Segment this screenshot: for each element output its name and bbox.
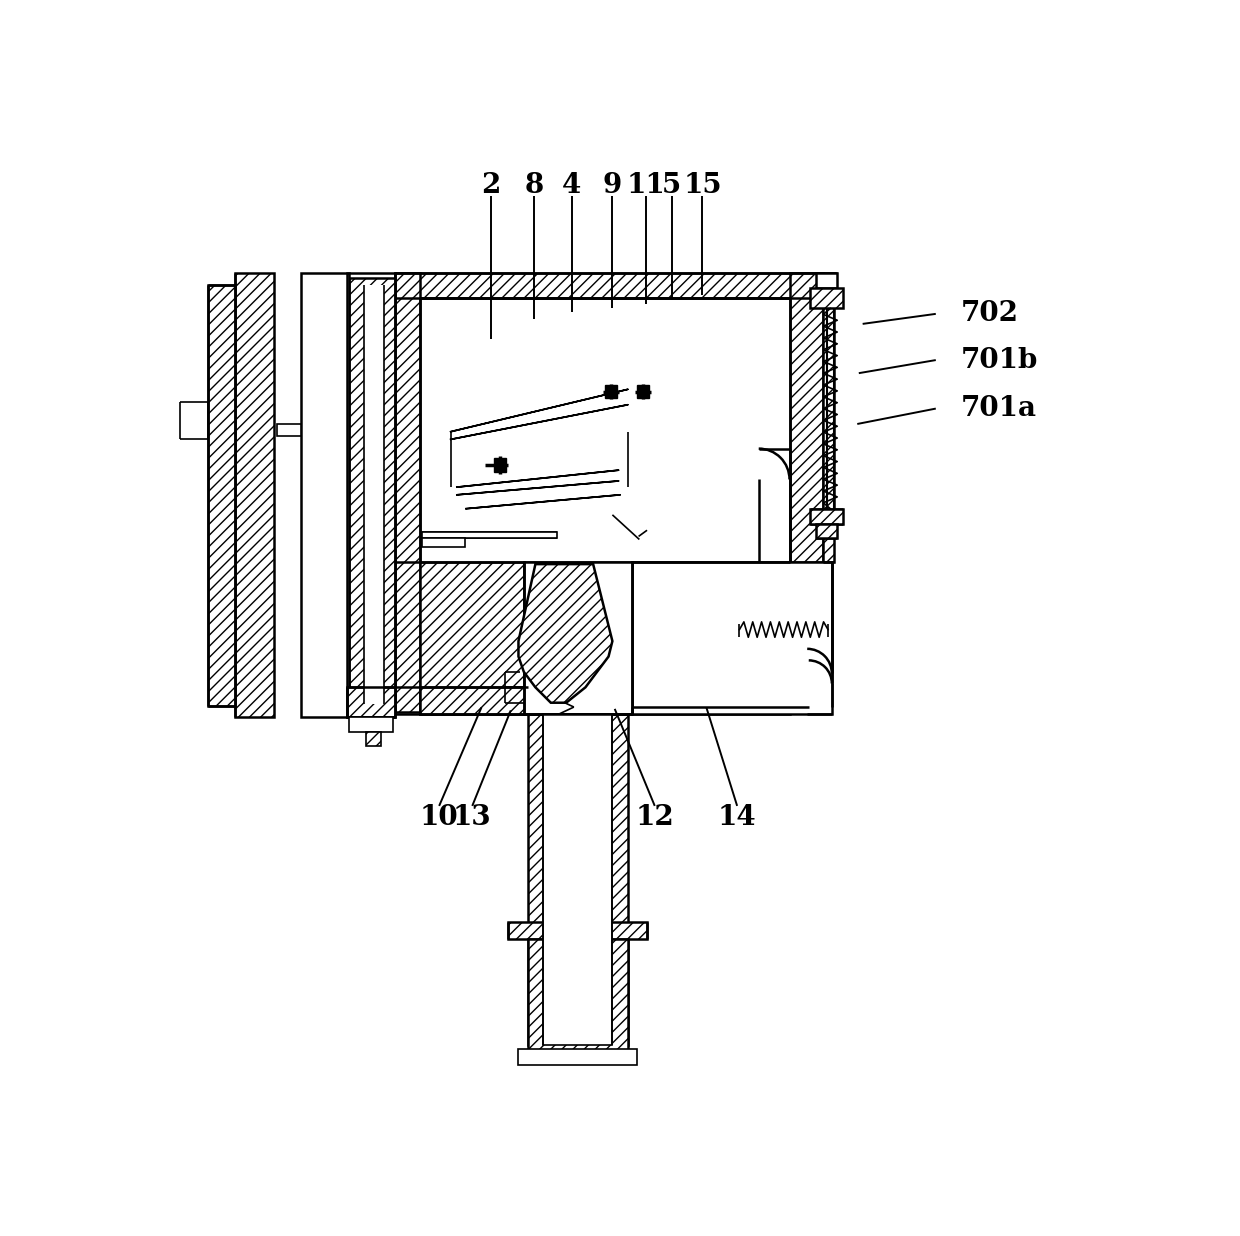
Bar xyxy=(350,717,393,732)
Text: 11: 11 xyxy=(626,172,665,199)
Bar xyxy=(422,538,465,548)
Text: 9: 9 xyxy=(603,172,622,199)
Text: 701b: 701b xyxy=(961,346,1038,373)
Bar xyxy=(822,273,837,292)
Bar xyxy=(816,524,837,538)
Text: 10: 10 xyxy=(420,803,459,831)
Text: 5: 5 xyxy=(662,172,681,199)
Text: 8: 8 xyxy=(525,172,543,199)
Bar xyxy=(396,273,822,298)
Bar xyxy=(420,562,523,714)
Bar xyxy=(605,386,618,398)
Text: 2: 2 xyxy=(481,172,501,199)
Bar xyxy=(366,732,382,745)
Bar xyxy=(816,273,837,288)
Bar xyxy=(508,922,647,939)
Bar xyxy=(347,273,396,717)
Bar xyxy=(208,286,236,706)
Bar xyxy=(822,292,835,562)
Text: 702: 702 xyxy=(961,300,1018,328)
Bar xyxy=(528,714,627,1046)
Polygon shape xyxy=(518,564,613,703)
Text: 701a: 701a xyxy=(961,396,1037,421)
Bar xyxy=(523,562,631,714)
Bar xyxy=(236,273,274,717)
Bar xyxy=(528,939,627,1053)
Bar xyxy=(543,714,613,1046)
Bar xyxy=(278,424,300,436)
Bar xyxy=(422,531,557,538)
Text: 4: 4 xyxy=(562,172,582,199)
Bar xyxy=(300,273,350,717)
Bar xyxy=(396,273,420,712)
Bar xyxy=(420,687,528,714)
Bar xyxy=(365,286,383,705)
Bar xyxy=(810,288,843,308)
Bar xyxy=(790,273,822,562)
Bar xyxy=(347,687,396,717)
Bar xyxy=(651,569,805,707)
Bar xyxy=(810,509,843,524)
Bar xyxy=(494,457,506,472)
Text: 12: 12 xyxy=(635,803,675,831)
Bar xyxy=(637,386,650,398)
Bar xyxy=(518,1049,637,1064)
Text: 14: 14 xyxy=(718,803,756,831)
Text: 15: 15 xyxy=(683,172,722,199)
Text: 13: 13 xyxy=(453,803,491,831)
Bar xyxy=(631,562,832,714)
Bar xyxy=(631,562,790,714)
Bar xyxy=(350,278,396,712)
